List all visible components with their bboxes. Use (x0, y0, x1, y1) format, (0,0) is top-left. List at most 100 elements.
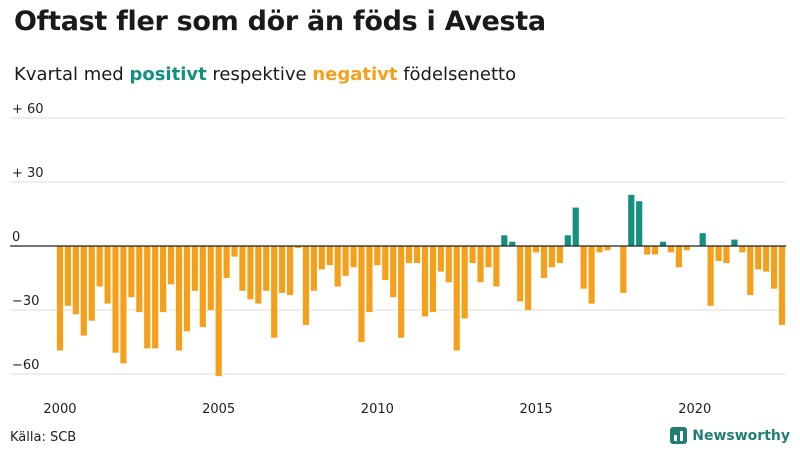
bar-chart-icon (670, 427, 688, 444)
bar (144, 246, 151, 349)
source-note: Källa: SCB (10, 430, 77, 445)
bar (413, 246, 421, 264)
bar (223, 246, 230, 278)
bar (183, 246, 191, 332)
y-tick-label: + 60 (12, 102, 44, 117)
bar (120, 246, 127, 364)
bar (739, 246, 746, 253)
bar (477, 246, 484, 283)
bar (469, 246, 476, 264)
bar (199, 246, 206, 328)
bar (628, 194, 635, 246)
subtitle-positive-label: positivt (129, 64, 207, 85)
bar (56, 246, 64, 351)
x-axis: 2000 2005 2010 2015 2020 (43, 402, 711, 417)
bar (128, 246, 135, 298)
y-tick-label: + 30 (12, 166, 44, 181)
bar (699, 233, 706, 246)
bar (509, 241, 516, 246)
bars (56, 194, 786, 377)
bar (667, 246, 675, 253)
bar (548, 246, 556, 268)
bar (763, 246, 770, 272)
bar (461, 246, 468, 319)
bar (271, 246, 278, 338)
y-axis: + 60 + 30 0 −30 −60 (12, 102, 44, 373)
bar (683, 246, 690, 251)
bar (445, 246, 452, 283)
bar (247, 246, 254, 300)
bar (532, 246, 540, 253)
bar (382, 246, 389, 281)
brand-logo: Newsworthy (670, 427, 790, 444)
bar (350, 246, 357, 268)
bar (160, 246, 167, 313)
bar (604, 246, 611, 251)
bar (96, 246, 103, 287)
y-tick-label: 0 (12, 230, 20, 245)
bar (64, 246, 71, 306)
bar (723, 246, 730, 264)
bar (72, 246, 79, 315)
bar (279, 246, 286, 293)
bar (501, 235, 508, 246)
bar (286, 246, 294, 296)
subtitle-text: födelsenetto (397, 64, 517, 85)
x-tick-label: 2020 (678, 402, 711, 417)
bar (136, 246, 143, 313)
y-tick-label: −30 (12, 294, 39, 309)
bar (152, 246, 159, 349)
bar (493, 246, 500, 287)
bar (255, 246, 262, 304)
bar (191, 246, 198, 291)
bar (437, 246, 444, 272)
bar (596, 246, 603, 253)
brand-name: Newsworthy (692, 427, 790, 444)
bar (453, 246, 460, 351)
bar (517, 246, 524, 302)
bar (390, 246, 397, 298)
bar (398, 246, 405, 338)
bar (659, 241, 667, 246)
bar (771, 246, 778, 289)
bar (572, 207, 579, 246)
bar (88, 246, 95, 321)
bar (429, 246, 436, 313)
chart-subtitle: Kvartal med positivt respektive negativt… (14, 64, 516, 85)
bar (755, 246, 762, 270)
bar (644, 246, 651, 255)
bar (778, 246, 786, 325)
subtitle-negative-label: negativt (312, 64, 398, 85)
bar (556, 246, 563, 264)
bar (525, 246, 532, 310)
bar (263, 246, 270, 291)
bar (112, 246, 119, 353)
x-tick-label: 2000 (43, 402, 76, 417)
subtitle-text: Kvartal med (14, 64, 130, 85)
bar (620, 246, 627, 293)
bar (675, 246, 682, 268)
bar (302, 246, 310, 325)
bar (239, 246, 246, 291)
bar (215, 246, 222, 377)
x-tick-label: 2010 (361, 402, 394, 417)
bar (231, 246, 238, 257)
chart-title: Oftast fler som dör än föds i Avesta (14, 6, 546, 37)
bar (358, 246, 365, 342)
bar (294, 246, 302, 249)
bar (406, 246, 413, 264)
bar (342, 246, 349, 276)
bar (207, 246, 214, 310)
bar (421, 246, 429, 317)
x-tick-label: 2005 (202, 402, 235, 417)
bar (564, 235, 571, 246)
bar (318, 246, 325, 270)
y-tick-label: −60 (12, 358, 39, 373)
bar (326, 246, 333, 266)
bar (485, 246, 492, 268)
bar (707, 246, 714, 306)
bar (104, 246, 111, 304)
bar (651, 246, 659, 255)
bar (175, 246, 183, 351)
